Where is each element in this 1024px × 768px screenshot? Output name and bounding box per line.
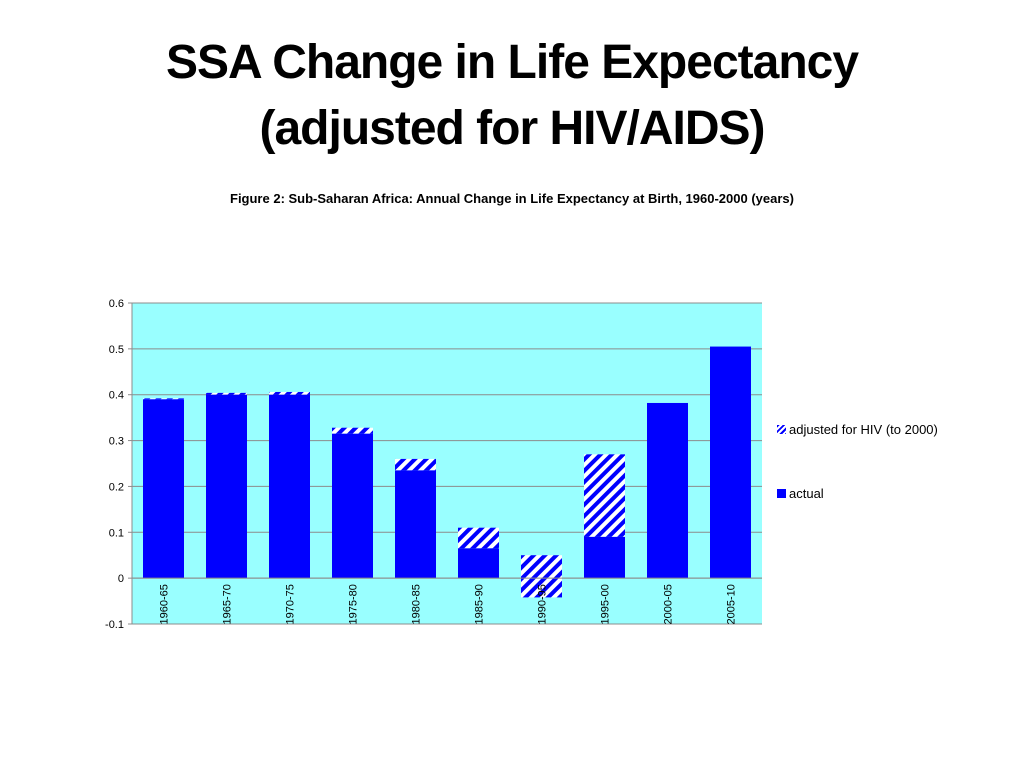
solid-swatch-icon xyxy=(777,489,786,498)
x-tick-label: 1985-90 xyxy=(474,584,486,624)
y-tick-label: 0.5 xyxy=(109,344,124,356)
bar-actual xyxy=(206,394,247,579)
x-tick-label: 1990-95 xyxy=(537,584,549,624)
x-tick-label: 1980-85 xyxy=(411,584,423,624)
bar-adjusted-segment xyxy=(269,391,310,395)
bar-actual xyxy=(710,346,751,579)
x-tick-label: 2000-05 xyxy=(663,584,675,624)
bar-actual xyxy=(332,433,373,579)
bar-adjusted-segment xyxy=(332,427,373,434)
bar-adjusted-segment xyxy=(395,458,436,471)
x-tick-label: 2005-10 xyxy=(726,584,738,624)
y-tick-label: 0.6 xyxy=(109,298,124,310)
hatched-swatch-icon xyxy=(777,425,786,434)
bar-actual xyxy=(458,548,499,579)
y-tick-label: 0.3 xyxy=(109,436,124,448)
y-tick-label: 0.1 xyxy=(109,527,124,539)
bar-actual xyxy=(584,536,625,579)
y-tick-label: 0 xyxy=(118,573,124,585)
legend-item-adjusted: adjusted for HIV (to 2000) xyxy=(777,422,938,437)
bar-actual xyxy=(395,470,436,579)
y-tick-label: -0.1 xyxy=(105,619,124,631)
slide-title: SSA Change in Life Expectancy (adjusted … xyxy=(0,30,1024,162)
bar-adjusted-segment xyxy=(206,392,247,395)
x-tick-label: 1995-00 xyxy=(600,584,612,624)
slide-title-line-2: (adjusted for HIV/AIDS) xyxy=(259,102,765,155)
y-tick-label: 0.2 xyxy=(109,481,124,493)
slide-title-line-1: SSA Change in Life Expectancy xyxy=(165,36,859,89)
bar-actual xyxy=(647,402,688,579)
bar-adjusted-segment xyxy=(458,527,499,549)
y-tick-label: 0.4 xyxy=(109,390,124,402)
bar-adjusted-segment xyxy=(143,398,184,400)
figure-caption: Figure 2: Sub-Saharan Africa: Annual Cha… xyxy=(230,191,794,206)
x-tick-label: 1965-70 xyxy=(222,584,234,624)
legend-item-actual: actual xyxy=(777,486,824,501)
x-tick-label: 1975-80 xyxy=(348,584,360,624)
bar-actual xyxy=(269,394,310,579)
x-tick-label: 1970-75 xyxy=(285,584,297,624)
legend-label-actual: actual xyxy=(789,486,824,501)
legend-label-adjusted: adjusted for HIV (to 2000) xyxy=(789,422,938,437)
bar-adjusted-segment xyxy=(521,555,562,598)
bar-adjusted-segment xyxy=(584,454,625,537)
bar-actual xyxy=(143,399,184,579)
x-tick-label: 1960-65 xyxy=(159,584,171,624)
